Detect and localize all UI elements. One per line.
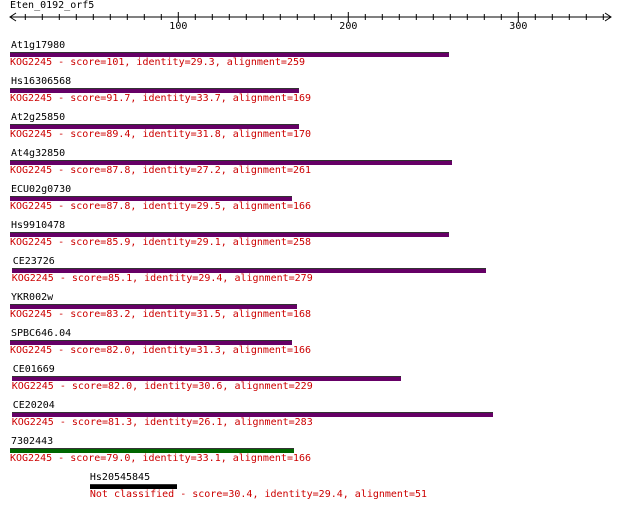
hit-bar[interactable] [10, 88, 299, 93]
hit-name[interactable]: SPBC646.04 [11, 328, 72, 339]
hit-bar[interactable] [10, 196, 293, 201]
hit-name[interactable]: Hs9910478 [11, 220, 66, 231]
hit-bar[interactable] [89, 484, 177, 489]
hit-description: KOG2245 - score=85.1, identity=29.4, ali… [11, 273, 313, 284]
hit-bar[interactable] [10, 232, 449, 237]
hit-bar[interactable] [10, 304, 298, 309]
hit-description: KOG2245 - score=87.8, identity=27.2, ali… [10, 165, 312, 176]
hit-name[interactable]: At2g25850 [11, 112, 66, 123]
sequence-ruler [9, 12, 612, 22]
hit-name[interactable]: At1g17980 [11, 40, 66, 51]
hit-description: KOG2245 - score=87.8, identity=29.5, ali… [10, 201, 312, 212]
hit-bar[interactable] [11, 376, 401, 381]
hit-name[interactable]: CE20204 [12, 400, 55, 411]
hit-description: Not classified - score=30.4, identity=29… [89, 489, 428, 500]
hit-bar[interactable] [10, 160, 452, 165]
ruler-tick-label: 200 [339, 21, 358, 32]
hit-description: KOG2245 - score=79.0, identity=33.1, ali… [10, 453, 312, 464]
hit-description: KOG2245 - score=82.0, identity=30.6, ali… [11, 381, 313, 392]
query-name: Eten_0192_orf5 [10, 0, 95, 11]
ruler-left-arrow [9, 12, 17, 22]
hit-bar[interactable] [11, 268, 486, 273]
hit-description: KOG2245 - score=81.3, identity=26.1, ali… [11, 417, 313, 428]
ruler-tick-label: 100 [169, 21, 188, 32]
hit-name[interactable]: CE01669 [12, 364, 55, 375]
hit-bar[interactable] [10, 448, 294, 453]
hit-name[interactable]: Hs16306568 [11, 76, 72, 87]
hit-description: KOG2245 - score=83.2, identity=31.5, ali… [10, 309, 312, 320]
hit-name[interactable]: Hs20545845 [89, 472, 151, 483]
ruler-tick-label: 300 [509, 21, 528, 32]
hit-name[interactable]: CE23726 [12, 256, 55, 267]
hit-name[interactable]: YKR002w [11, 292, 54, 303]
hit-bar[interactable] [10, 124, 299, 129]
hit-description: KOG2245 - score=82.0, identity=31.3, ali… [10, 345, 312, 356]
hit-description: KOG2245 - score=101, identity=29.3, alig… [10, 57, 306, 68]
hit-name[interactable]: At4g32850 [11, 148, 66, 159]
hit-bar[interactable] [10, 52, 449, 57]
hit-name[interactable]: 7302443 [11, 436, 54, 447]
hit-description: KOG2245 - score=91.7, identity=33.7, ali… [10, 93, 312, 104]
hit-name[interactable]: ECU02g0730 [11, 184, 72, 195]
hit-description: KOG2245 - score=89.4, identity=31.8, ali… [10, 129, 312, 140]
hit-bar[interactable] [10, 340, 293, 345]
hit-bar[interactable] [11, 412, 493, 417]
hit-description: KOG2245 - score=85.9, identity=29.1, ali… [10, 237, 312, 248]
ruler-right-arrow [604, 12, 612, 22]
